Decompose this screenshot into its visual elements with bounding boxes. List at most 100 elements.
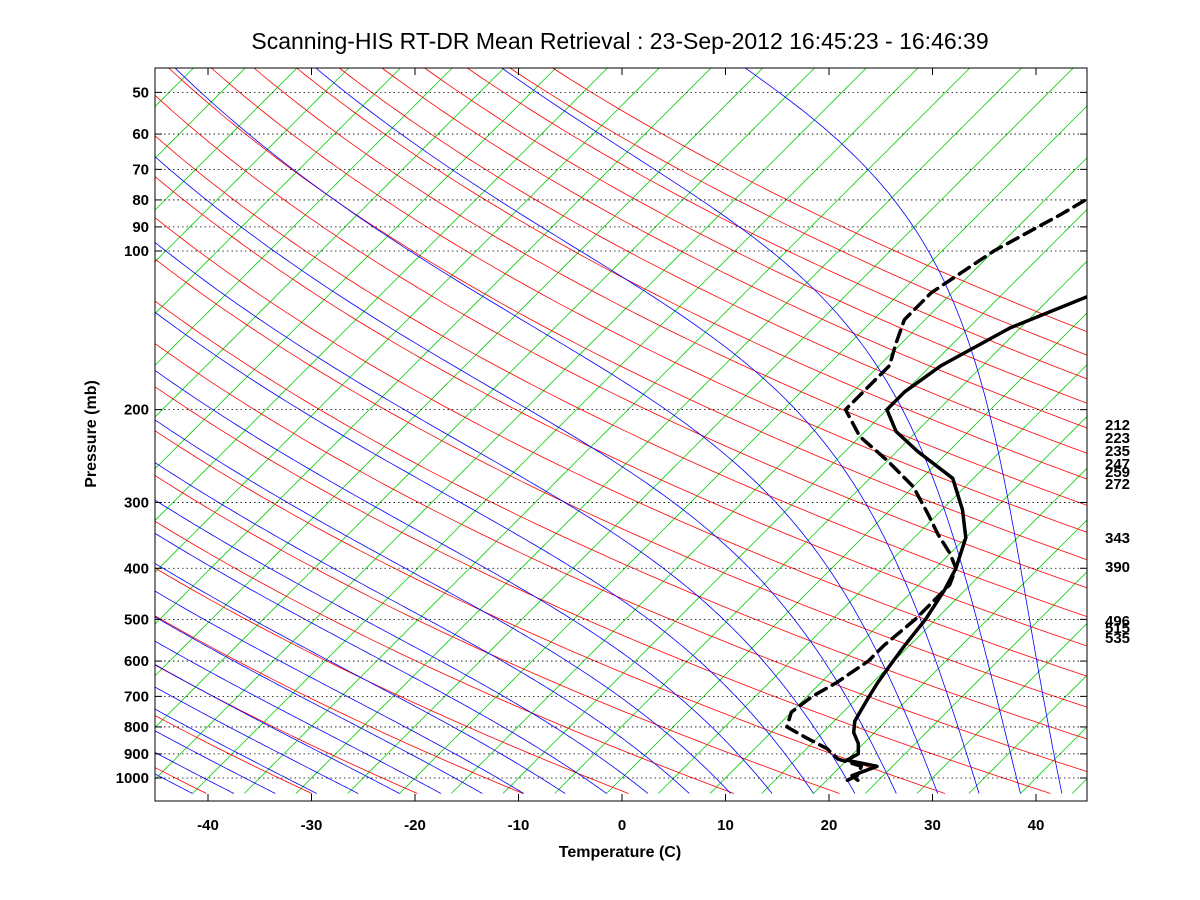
dry-adiabat-line [155, 217, 1087, 677]
x-axis-label: Temperature (C) [559, 844, 681, 861]
isotherm-line [155, 68, 867, 780]
dry-adiabat-line [381, 68, 1087, 429]
moist-adiabat-line [155, 773, 193, 794]
isotherm-line [399, 105, 1087, 794]
isotherm-line [295, 68, 1023, 794]
moist-adiabat-line [315, 68, 980, 794]
x-tick-label: 40 [1028, 817, 1045, 834]
moist-adiabat-line [155, 640, 442, 794]
isotherm-line [155, 68, 712, 625]
isotherm-line [155, 68, 816, 729]
isotherm-line [155, 68, 505, 418]
y-tick-label: 500 [124, 611, 149, 628]
x-tick-label: -20 [404, 817, 426, 834]
isotherm-line [0, 43, 12, 794]
moist-adiabat-line [155, 419, 731, 794]
moist-adiabat-line [155, 751, 235, 794]
moist-adiabat-line [155, 730, 276, 794]
dry-adiabat-line [509, 68, 1087, 356]
isotherm-line [155, 68, 350, 263]
moist-adiabat-line [501, 68, 1021, 794]
dry-adiabat-line [155, 430, 946, 794]
isotherm-line [813, 519, 1087, 794]
right-annotation: 272 [1105, 476, 1130, 493]
dry-adiabat-line [466, 68, 1087, 380]
dry-adiabat-line [155, 767, 207, 794]
isotherm-line [761, 467, 1087, 794]
moist-adiabat-line [155, 664, 400, 794]
moist-adiabat-line [155, 156, 897, 794]
dry-adiabat-line [551, 68, 1087, 333]
dry-adiabat-line [155, 258, 1087, 708]
isotherm-line [244, 68, 971, 794]
moist-adiabat-line [155, 311, 814, 794]
isotherm-line [155, 68, 557, 470]
y-tick-label: 50 [132, 84, 149, 101]
background-lines [0, 43, 1200, 794]
moist-adiabat-line [155, 499, 649, 794]
isotherm-line [502, 208, 1087, 794]
dry-adiabat-line [210, 68, 1087, 533]
moist-adiabat-line [155, 532, 607, 794]
x-tick-label: -40 [197, 817, 219, 834]
temperature-profile-line [845, 294, 1087, 783]
isotherm-line [865, 571, 1087, 794]
x-tick-label: 10 [717, 817, 734, 834]
y-tick-label: 90 [132, 219, 149, 236]
right-annotation: 223 [1105, 430, 1130, 447]
dry-adiabat-line [155, 343, 1087, 773]
dry-adiabat-line [338, 68, 1087, 454]
y-tick-label: 700 [124, 688, 149, 705]
dry-adiabat-line [155, 176, 1087, 647]
right-annotation: 515 [1105, 620, 1130, 637]
x-tick-label: 30 [924, 817, 941, 834]
y-tick-label: 300 [124, 494, 149, 511]
moist-adiabat-line [155, 616, 483, 794]
y-tick-label: 600 [124, 653, 149, 670]
right-annotation: 259 [1105, 464, 1130, 481]
y-axis-label: Pressure (mb) [83, 380, 100, 488]
x-axis-ticks: -40 -30 -20 -10 0 10 20 30 40 [197, 68, 1044, 834]
isotherm-line [155, 68, 195, 108]
dry-adiabat-line [155, 520, 735, 794]
dry-adiabat-line [253, 68, 1087, 506]
isotherm-line [155, 68, 764, 677]
dry-adiabat-line [155, 475, 840, 794]
isotherm-line [155, 68, 298, 211]
y-tick-label: 1000 [116, 770, 149, 787]
y-tick-label: 100 [124, 243, 149, 260]
x-tick-label: -30 [301, 817, 323, 834]
moist-adiabat-line [155, 369, 773, 794]
dry-adiabat-line [155, 664, 418, 794]
isotherm-line [192, 68, 919, 794]
right-annotation: 535 [1105, 630, 1130, 647]
moist-adiabat-line [155, 686, 359, 794]
isotherm-line [709, 415, 1087, 794]
y-tick-label: 900 [124, 746, 149, 763]
right-annotation: 390 [1105, 559, 1130, 576]
isotherm-line [1176, 43, 1200, 794]
y-tick-label: 200 [124, 402, 149, 419]
moist-adiabat-line [155, 708, 317, 794]
right-annotation: 496 [1105, 613, 1130, 630]
isotherm-line [554, 260, 1087, 794]
dry-adiabat-line [155, 567, 629, 794]
isotherm-line [155, 68, 609, 522]
chart-title: Scanning-HIS RT-DR Mean Retrieval : 23-S… [251, 28, 989, 54]
isotherm-line [155, 68, 453, 366]
y-tick-label: 400 [124, 560, 149, 577]
y-tick-label: 70 [132, 161, 149, 178]
x-tick-label: 20 [821, 817, 838, 834]
moist-adiabat-line [174, 68, 939, 794]
dry-adiabat-line [155, 386, 1051, 794]
isotherm-line [658, 364, 1087, 794]
dry-adiabat-line [295, 68, 1087, 480]
isotherm-line [606, 312, 1087, 794]
y-tick-label: 80 [132, 192, 149, 209]
y-tick-label: 60 [132, 126, 149, 143]
right-annotation: 343 [1105, 530, 1130, 547]
moist-adiabat-line [155, 241, 856, 794]
isotherm-line [155, 68, 402, 315]
